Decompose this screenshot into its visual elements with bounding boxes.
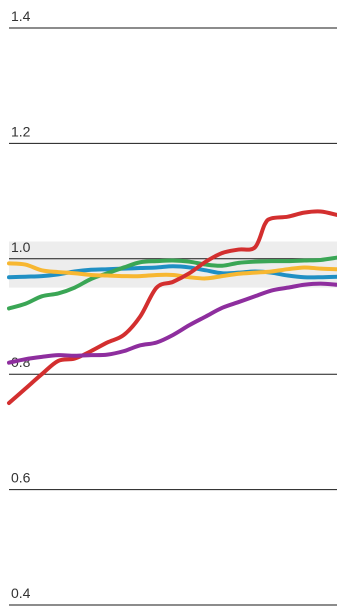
series-line-4 <box>7 209 337 406</box>
y-tick-label: 0.6 <box>11 470 31 486</box>
series-line-5 <box>7 281 337 365</box>
y-tick-label: 1.0 <box>11 239 31 255</box>
y-tick-label: 0.4 <box>11 585 31 601</box>
series-line-2 <box>7 255 337 311</box>
y-tick-label: 1.4 <box>11 8 31 24</box>
series-line-3 <box>7 261 337 281</box>
y-tick-label: 1.2 <box>11 123 31 139</box>
